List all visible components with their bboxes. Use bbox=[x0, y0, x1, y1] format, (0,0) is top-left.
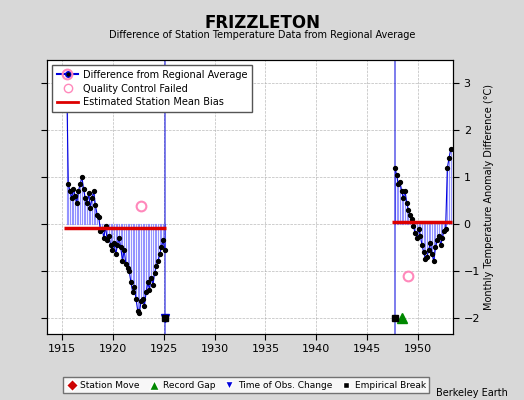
Y-axis label: Monthly Temperature Anomaly Difference (°C): Monthly Temperature Anomaly Difference (… bbox=[484, 84, 494, 310]
Text: Difference of Station Temperature Data from Regional Average: Difference of Station Temperature Data f… bbox=[109, 30, 415, 40]
Legend: Station Move, Record Gap, Time of Obs. Change, Empirical Break: Station Move, Record Gap, Time of Obs. C… bbox=[63, 377, 429, 394]
Text: Berkeley Earth: Berkeley Earth bbox=[436, 388, 508, 398]
Text: FRIZZLETON: FRIZZLETON bbox=[204, 14, 320, 32]
Legend: Difference from Regional Average, Quality Control Failed, Estimated Station Mean: Difference from Regional Average, Qualit… bbox=[52, 65, 253, 112]
